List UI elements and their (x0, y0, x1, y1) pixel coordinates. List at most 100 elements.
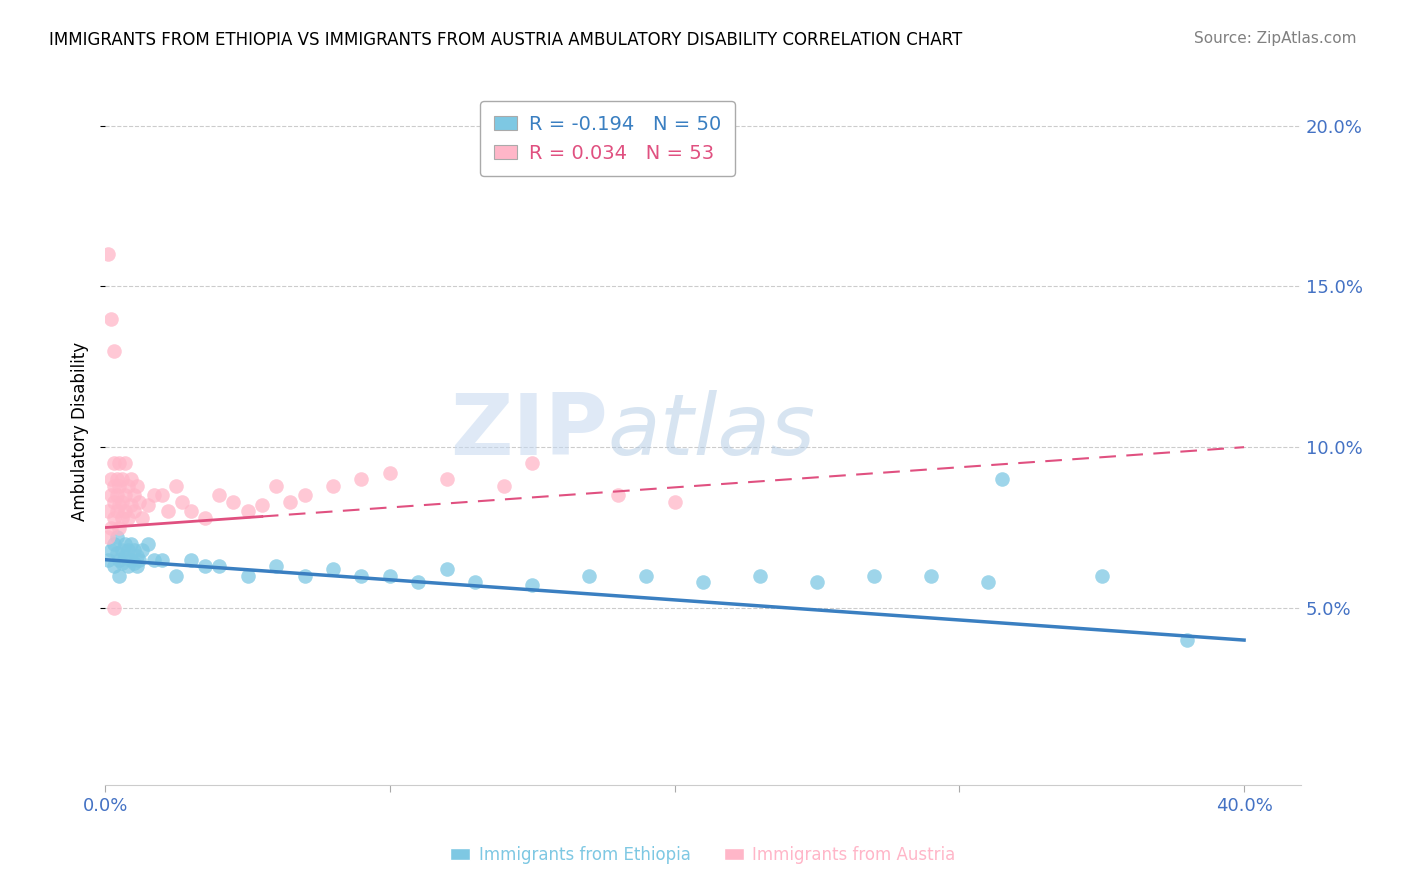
Point (1091, 568, 1114, 582)
Point (749, 568, 772, 582)
Point (114, 456, 136, 470)
Point (108, 456, 131, 470)
Point (208, 488, 231, 502)
Point (194, 559, 217, 574)
Point (806, 575, 828, 590)
Legend: R = -0.194   N = 50, R = 0.034   N = 53: R = -0.194 N = 50, R = 0.034 N = 53 (481, 102, 735, 177)
Point (578, 568, 600, 582)
Point (606, 488, 628, 502)
Point (122, 556, 145, 570)
Point (125, 479, 148, 493)
Point (378, 568, 401, 582)
Point (120, 552, 142, 566)
Point (156, 504, 179, 518)
Point (103, 479, 125, 493)
Point (125, 549, 148, 564)
Point (103, 511, 125, 525)
Point (103, 456, 125, 470)
Point (142, 552, 165, 566)
Point (208, 559, 231, 574)
Point (114, 488, 136, 502)
Point (97, 247, 120, 261)
Point (117, 543, 139, 558)
Point (122, 543, 145, 558)
Y-axis label: Ambulatory Disability: Ambulatory Disability (72, 342, 89, 521)
Point (111, 511, 134, 525)
Point (108, 552, 131, 566)
Point (114, 549, 136, 564)
Point (136, 498, 159, 512)
Point (103, 601, 125, 615)
Point (165, 479, 187, 493)
Point (103, 495, 125, 509)
Point (664, 495, 686, 509)
Point (150, 552, 173, 566)
Text: ZIP: ZIP (450, 390, 607, 473)
Point (108, 498, 131, 512)
Text: Source: ZipAtlas.com: Source: ZipAtlas.com (1194, 31, 1357, 46)
Point (194, 511, 217, 525)
Point (180, 552, 202, 566)
Point (692, 575, 714, 590)
Point (97, 552, 120, 566)
Point (250, 498, 273, 512)
Point (863, 568, 886, 582)
Point (128, 552, 150, 566)
Point (920, 568, 942, 582)
Point (97, 530, 120, 544)
Point (294, 568, 316, 582)
Point (522, 578, 544, 592)
Point (97, 504, 120, 518)
Point (108, 568, 131, 582)
Point (105, 488, 128, 502)
Text: atlas: atlas (607, 390, 815, 473)
Point (111, 495, 134, 509)
Point (105, 472, 128, 486)
Point (122, 504, 145, 518)
Point (131, 543, 153, 558)
Point (111, 472, 134, 486)
Point (492, 479, 515, 493)
Point (117, 479, 139, 493)
Point (636, 568, 658, 582)
Point (111, 556, 134, 570)
Point (1175, 633, 1198, 648)
Point (105, 530, 128, 544)
Point (100, 488, 122, 502)
Point (136, 536, 159, 550)
Point (125, 559, 148, 574)
Text: IMMIGRANTS FROM ETHIOPIA VS IMMIGRANTS FROM AUSTRIA AMBULATORY DISABILITY CORREL: IMMIGRANTS FROM ETHIOPIA VS IMMIGRANTS F… (49, 31, 963, 49)
Point (105, 546, 128, 560)
Point (322, 479, 344, 493)
Point (977, 575, 1000, 590)
Point (108, 520, 131, 534)
Point (408, 575, 430, 590)
Legend: Immigrants from Ethiopia, Immigrants from Austria: Immigrants from Ethiopia, Immigrants fro… (444, 839, 962, 871)
Point (350, 568, 373, 582)
Point (165, 568, 187, 582)
Point (103, 536, 125, 550)
Point (108, 479, 131, 493)
Point (114, 504, 136, 518)
Point (120, 536, 142, 550)
Point (103, 343, 125, 358)
Point (322, 562, 344, 576)
Point (278, 495, 301, 509)
Point (350, 472, 373, 486)
Point (180, 504, 202, 518)
Point (120, 472, 142, 486)
Point (114, 536, 136, 550)
Point (100, 472, 122, 486)
Point (150, 488, 173, 502)
Point (100, 520, 122, 534)
Point (264, 559, 287, 574)
Point (236, 504, 259, 518)
Point (103, 559, 125, 574)
Point (436, 472, 458, 486)
Point (105, 504, 128, 518)
Point (131, 511, 153, 525)
Point (378, 466, 401, 480)
Point (436, 562, 458, 576)
Point (128, 495, 150, 509)
Point (236, 568, 259, 582)
